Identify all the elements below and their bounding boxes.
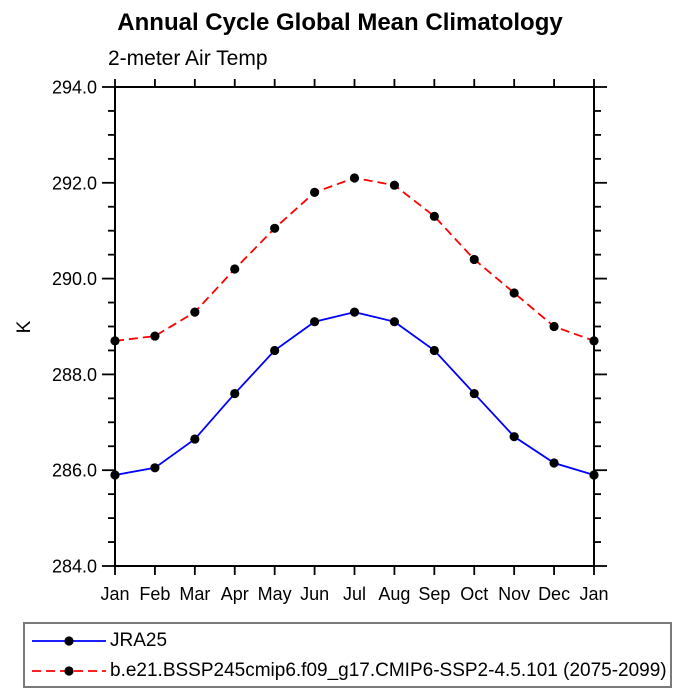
x-tick-label: Jun [300, 584, 329, 604]
axis-tick-labels: 284.0 286.0 288.0 290.0 292.0 294.0 Jan Feb Mar A… [52, 78, 609, 605]
data-point-marker [389, 180, 400, 190]
y-tick-label: 290.0 [52, 269, 97, 289]
x-tick-label: Jul [343, 584, 366, 604]
x-tick-label: Oct [460, 584, 488, 604]
x-tick-label: Nov [498, 584, 530, 604]
x-tick-label: Aug [378, 584, 410, 604]
data-point-marker [309, 187, 320, 197]
climatology-plot: Annual Cycle Global Mean Climatology 2-m… [14, 9, 609, 605]
data-point-marker [190, 307, 200, 317]
y-tick-label: 288.0 [52, 365, 97, 385]
data-point-marker [309, 317, 320, 327]
data-point-marker [509, 288, 519, 298]
data-point-marker [349, 173, 360, 183]
data-point-marker [110, 470, 120, 480]
data-point-marker [110, 336, 120, 346]
x-tick-label: Sep [418, 584, 450, 604]
data-point-marker [549, 321, 559, 332]
data-series [110, 173, 599, 480]
axis-ticks [102, 79, 607, 575]
series-line-0 [114, 311, 595, 476]
y-tick-label: 286.0 [52, 461, 97, 481]
axis-frame [114, 86, 595, 567]
legend-item-jra25: JRA25 [31, 626, 670, 656]
chart-title: Annual Cycle Global Mean Climatology [117, 9, 563, 36]
data-point-marker [429, 345, 439, 356]
legend-box: JRA25 b.e21.BSSP245cmip6.f09_g17.CMIP6-S… [23, 622, 672, 688]
data-point-marker [469, 254, 479, 265]
data-point-marker [270, 223, 280, 233]
data-point-marker [469, 388, 479, 399]
data-point-marker [589, 470, 599, 480]
data-point-marker [230, 264, 240, 274]
legend-label-jra25: JRA25 [110, 630, 168, 651]
x-tick-label: Dec [538, 584, 570, 604]
x-tick-label: Feb [139, 584, 170, 604]
legend-label-model: b.e21.BSSP245cmip6.f09_g17.CMIP6-SSP2-4.… [110, 660, 667, 681]
data-point-marker [549, 458, 559, 468]
data-point-marker [230, 388, 240, 399]
data-point-marker [429, 211, 439, 221]
x-tick-label: Apr [221, 584, 249, 604]
data-point-marker [150, 331, 160, 341]
x-tick-label: Mar [179, 584, 210, 604]
data-point-marker [190, 434, 200, 444]
data-point-marker [509, 432, 519, 442]
data-point-marker [349, 307, 360, 317]
data-point-marker [389, 317, 400, 327]
chart-subtitle: 2-meter Air Temp [108, 47, 268, 70]
x-tick-label: May [258, 584, 292, 604]
data-point-marker [150, 463, 160, 473]
legend-item-model: b.e21.BSSP245cmip6.f09_g17.CMIP6-SSP2-4.… [31, 656, 670, 686]
plot-frame [114, 86, 595, 567]
y-tick-label: 294.0 [52, 78, 97, 98]
y-tick-label: 292.0 [52, 173, 97, 193]
legend-sample-marker [64, 636, 74, 646]
legend-line-sample-jra25 [32, 636, 106, 646]
data-point-marker [589, 336, 599, 346]
data-point-marker [270, 345, 280, 356]
y-tick-label: 284.0 [52, 557, 97, 577]
legend-line-sample-model [32, 666, 106, 676]
x-tick-label: Jan [579, 584, 608, 604]
legend-sample-marker [64, 666, 74, 676]
y-axis-label: K [14, 320, 35, 333]
x-tick-label: Jan [100, 584, 129, 604]
